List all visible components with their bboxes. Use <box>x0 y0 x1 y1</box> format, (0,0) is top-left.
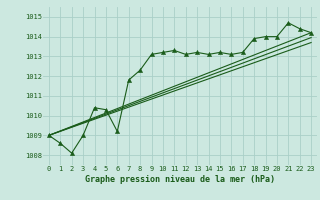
X-axis label: Graphe pression niveau de la mer (hPa): Graphe pression niveau de la mer (hPa) <box>85 175 275 184</box>
